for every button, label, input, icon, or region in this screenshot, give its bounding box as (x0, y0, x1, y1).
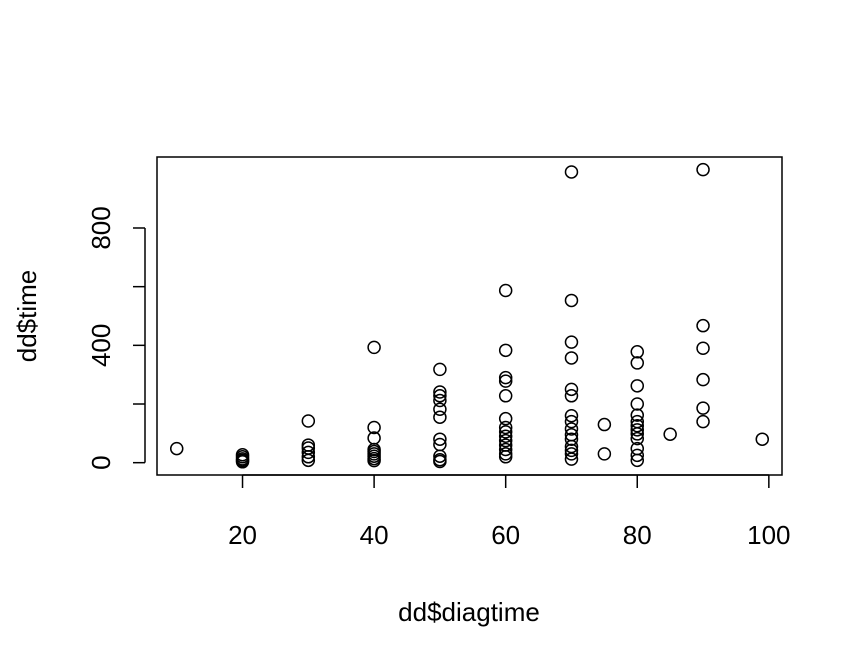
data-point (169, 441, 184, 456)
data-point (433, 410, 447, 424)
data-point (564, 382, 579, 397)
x-tick-label: 20 (228, 520, 257, 550)
data-point (564, 351, 579, 365)
data-point (663, 427, 677, 441)
data-point (498, 425, 513, 439)
data-point (498, 411, 513, 426)
data-point (564, 452, 579, 466)
data-point (755, 432, 770, 446)
y-axis-label: dd$time (12, 270, 42, 363)
data-point (235, 455, 250, 469)
data-point (301, 445, 316, 460)
data-point (630, 453, 645, 468)
data-points (169, 162, 770, 469)
data-point (433, 449, 447, 463)
data-point (630, 345, 645, 359)
data-point (630, 427, 645, 441)
data-point (696, 318, 710, 333)
data-point (498, 429, 513, 444)
data-point (433, 362, 447, 377)
data-point (696, 401, 710, 415)
data-point (630, 431, 645, 446)
data-point (696, 414, 710, 429)
data-point (433, 389, 447, 403)
data-point (301, 438, 316, 452)
data-point (433, 393, 447, 408)
data-point (433, 432, 447, 446)
data-point (498, 389, 513, 403)
x-axis: 20 40 60 80 100 (228, 474, 791, 550)
x-tick-label: 100 (747, 520, 790, 550)
data-point (498, 283, 513, 298)
data-point (433, 385, 447, 399)
data-point (564, 408, 579, 423)
data-point (498, 450, 513, 464)
data-point (498, 433, 513, 448)
data-point (433, 402, 447, 417)
data-point (367, 420, 381, 435)
data-point (696, 372, 710, 387)
data-point (630, 356, 645, 370)
y-tick-label: 800 (86, 206, 116, 249)
data-point (498, 442, 513, 457)
data-point (564, 165, 579, 179)
data-point (564, 422, 579, 436)
data-point (630, 418, 645, 433)
data-point (301, 453, 316, 468)
data-point (498, 374, 513, 388)
data-point (630, 423, 645, 437)
x-tick-label: 40 (360, 520, 389, 550)
data-point (433, 454, 447, 469)
y-tick-label: 0 (86, 455, 116, 469)
data-point (564, 447, 579, 461)
data-point (498, 370, 513, 385)
data-point (597, 447, 612, 461)
data-point (564, 432, 579, 446)
data-point (564, 293, 579, 308)
data-point (367, 453, 381, 468)
data-point (696, 341, 710, 356)
data-point (367, 340, 381, 355)
x-tick-label: 80 (623, 520, 652, 550)
data-point (564, 335, 579, 349)
data-point (630, 397, 645, 411)
data-point (301, 414, 316, 428)
data-point (498, 420, 513, 435)
data-point (498, 343, 513, 358)
y-axis: 0 400 800 (86, 206, 146, 470)
y-tick-label: 400 (86, 324, 116, 367)
data-point (630, 379, 645, 393)
data-point (564, 389, 579, 403)
data-point (696, 162, 710, 177)
data-point (564, 443, 579, 458)
data-point (630, 448, 645, 463)
x-axis-label: dd$diagtime (398, 597, 540, 627)
x-tick-label: 60 (491, 520, 520, 550)
data-point (301, 450, 316, 464)
plot-frame (156, 156, 783, 476)
data-point (630, 408, 645, 422)
data-point (564, 414, 579, 429)
data-point (597, 417, 612, 432)
